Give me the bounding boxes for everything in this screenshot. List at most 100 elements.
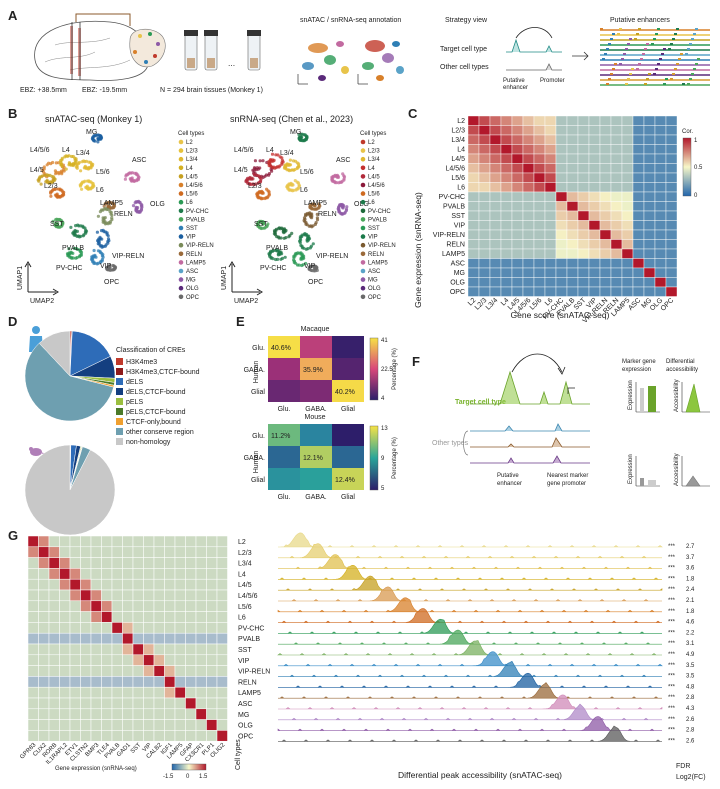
heatmap-g-cell [38,697,50,710]
heatmap-g-cell [153,730,165,742]
heatmap-c-cell [599,267,612,278]
heatmap-c-row-label: PVALB [443,204,465,211]
heatmap-c-cell [654,182,667,193]
umap-point [54,170,59,174]
umap-point [252,172,256,176]
heatmap-c-cell [588,286,601,297]
legend-title-right: Cell types [360,131,386,137]
heatmap-c-cell [511,229,524,240]
fdr-stars: *** [668,717,676,723]
fc-value: 4.8 [686,684,695,690]
heatmap-c-row-label: L4/5 [451,156,465,163]
heatmap-e-value: 11.2% [271,433,290,440]
fc-value: 3.1 [686,641,695,647]
heatmap-c-cell [566,182,579,193]
heatmap-g-cell [27,600,39,612]
fdr-stars: *** [668,652,676,658]
enhancer-peak [676,63,679,65]
heatmap-g-cell [153,600,165,612]
heatmap-c-cell [533,229,546,240]
legend-label: SST [368,226,380,232]
heatmap-g-gene-label: SST [130,742,143,755]
heatmap-g-cell [80,708,92,720]
enhancer-peak [610,38,613,40]
legend-label: OLG [186,286,199,292]
heatmap-c-cell [533,267,546,278]
umap-point [296,165,300,169]
enhancer-peak [644,83,647,85]
heatmap-e-cell [300,380,332,402]
heatmap-c-cell [467,277,480,288]
heatmap-g-cell [195,546,207,558]
heatmap-g-cell [153,708,165,720]
heatmap-c-cell [665,229,678,240]
umap-point [265,224,269,228]
legend-swatch [360,251,366,257]
heatmap-g-cell [90,535,102,548]
umap-point [73,158,77,162]
umap-point [101,208,105,212]
strategy-other-track [506,63,562,71]
umap-point [274,228,278,232]
heatmap-c-cell [577,220,590,231]
heatmap-g-cell [59,708,71,720]
umap-cluster-label: OPC [104,279,119,286]
heatmap-g-cell [153,622,165,634]
heatmap-e-value: 12.4% [335,477,355,484]
enhancer-peak [608,43,611,45]
heatmap-g-cell [153,578,165,591]
umap-point [37,177,41,181]
umap-cluster-label: L2/3 [44,183,58,190]
umap-point [251,182,255,186]
pie-slice [24,444,116,536]
heatmap-c-row-label: LAMP5 [442,251,465,258]
umap-point [99,259,103,263]
cre-legend-label: H3K4me3,CTCF-bound [126,369,200,376]
heatmap-g-cell [185,578,197,591]
heatmap-c-cell [654,286,667,297]
heatmap-g-cell [38,557,50,569]
strategy-loop [515,27,553,39]
heatmap-g-cell [216,546,228,558]
heatmap-c-cell [489,277,502,288]
heatmap-g-cell [143,589,155,602]
heatmap-c-col-label: L3/4 [485,297,500,312]
heatmap-g-cell [174,568,186,580]
heatmap-c-cell [544,191,557,202]
umap-point [75,255,79,260]
heatmap-e-col-label: Glial [341,494,355,501]
panel-e: E Macaque 40.6% 35.9% 40.2% Glu. GABA. Glial G… [236,314,398,501]
heatmap-c-cell [599,144,612,155]
heatmap-g-cell [132,632,144,645]
umap-point [284,236,288,240]
heatmap-g-cell [38,686,50,699]
heatmap-g-cell [90,568,102,580]
heatmap-c-cell [555,153,568,164]
heatmap-g-cell [111,611,123,623]
legend-swatch [178,165,184,171]
heatmap-g-cell [90,589,102,602]
heatmap-g-cell [122,665,134,677]
heatmap-c-cell [588,182,601,193]
heatmap-c-cell [643,144,656,155]
heatmap-g-colorbar [171,763,207,771]
heatmap-c-cell [654,248,667,259]
heatmap-e-cell [332,336,364,358]
umap2-label-right: UMAP2 [234,298,258,305]
heatmap-c-cell [665,134,678,145]
heatmap-g-cell [206,622,218,634]
heatmap-c-cell [621,239,634,250]
fdr-stars: *** [668,674,676,680]
enhancer-peak [672,38,675,40]
legend-label: L3/4 [368,157,380,163]
f-marker-title-2: expression [622,367,651,373]
heatmap-c-cell [522,125,535,136]
umap-point [97,238,101,242]
umap-point [69,225,73,229]
umap-point [304,261,308,266]
heatmap-g-cell [174,632,186,645]
macaque-cbar-top: 41 [381,338,388,344]
heatmap-e-col-label: Glu. [278,494,291,501]
heatmap-c-row-label: PV-CHC [439,194,465,201]
umap-point [299,238,303,242]
